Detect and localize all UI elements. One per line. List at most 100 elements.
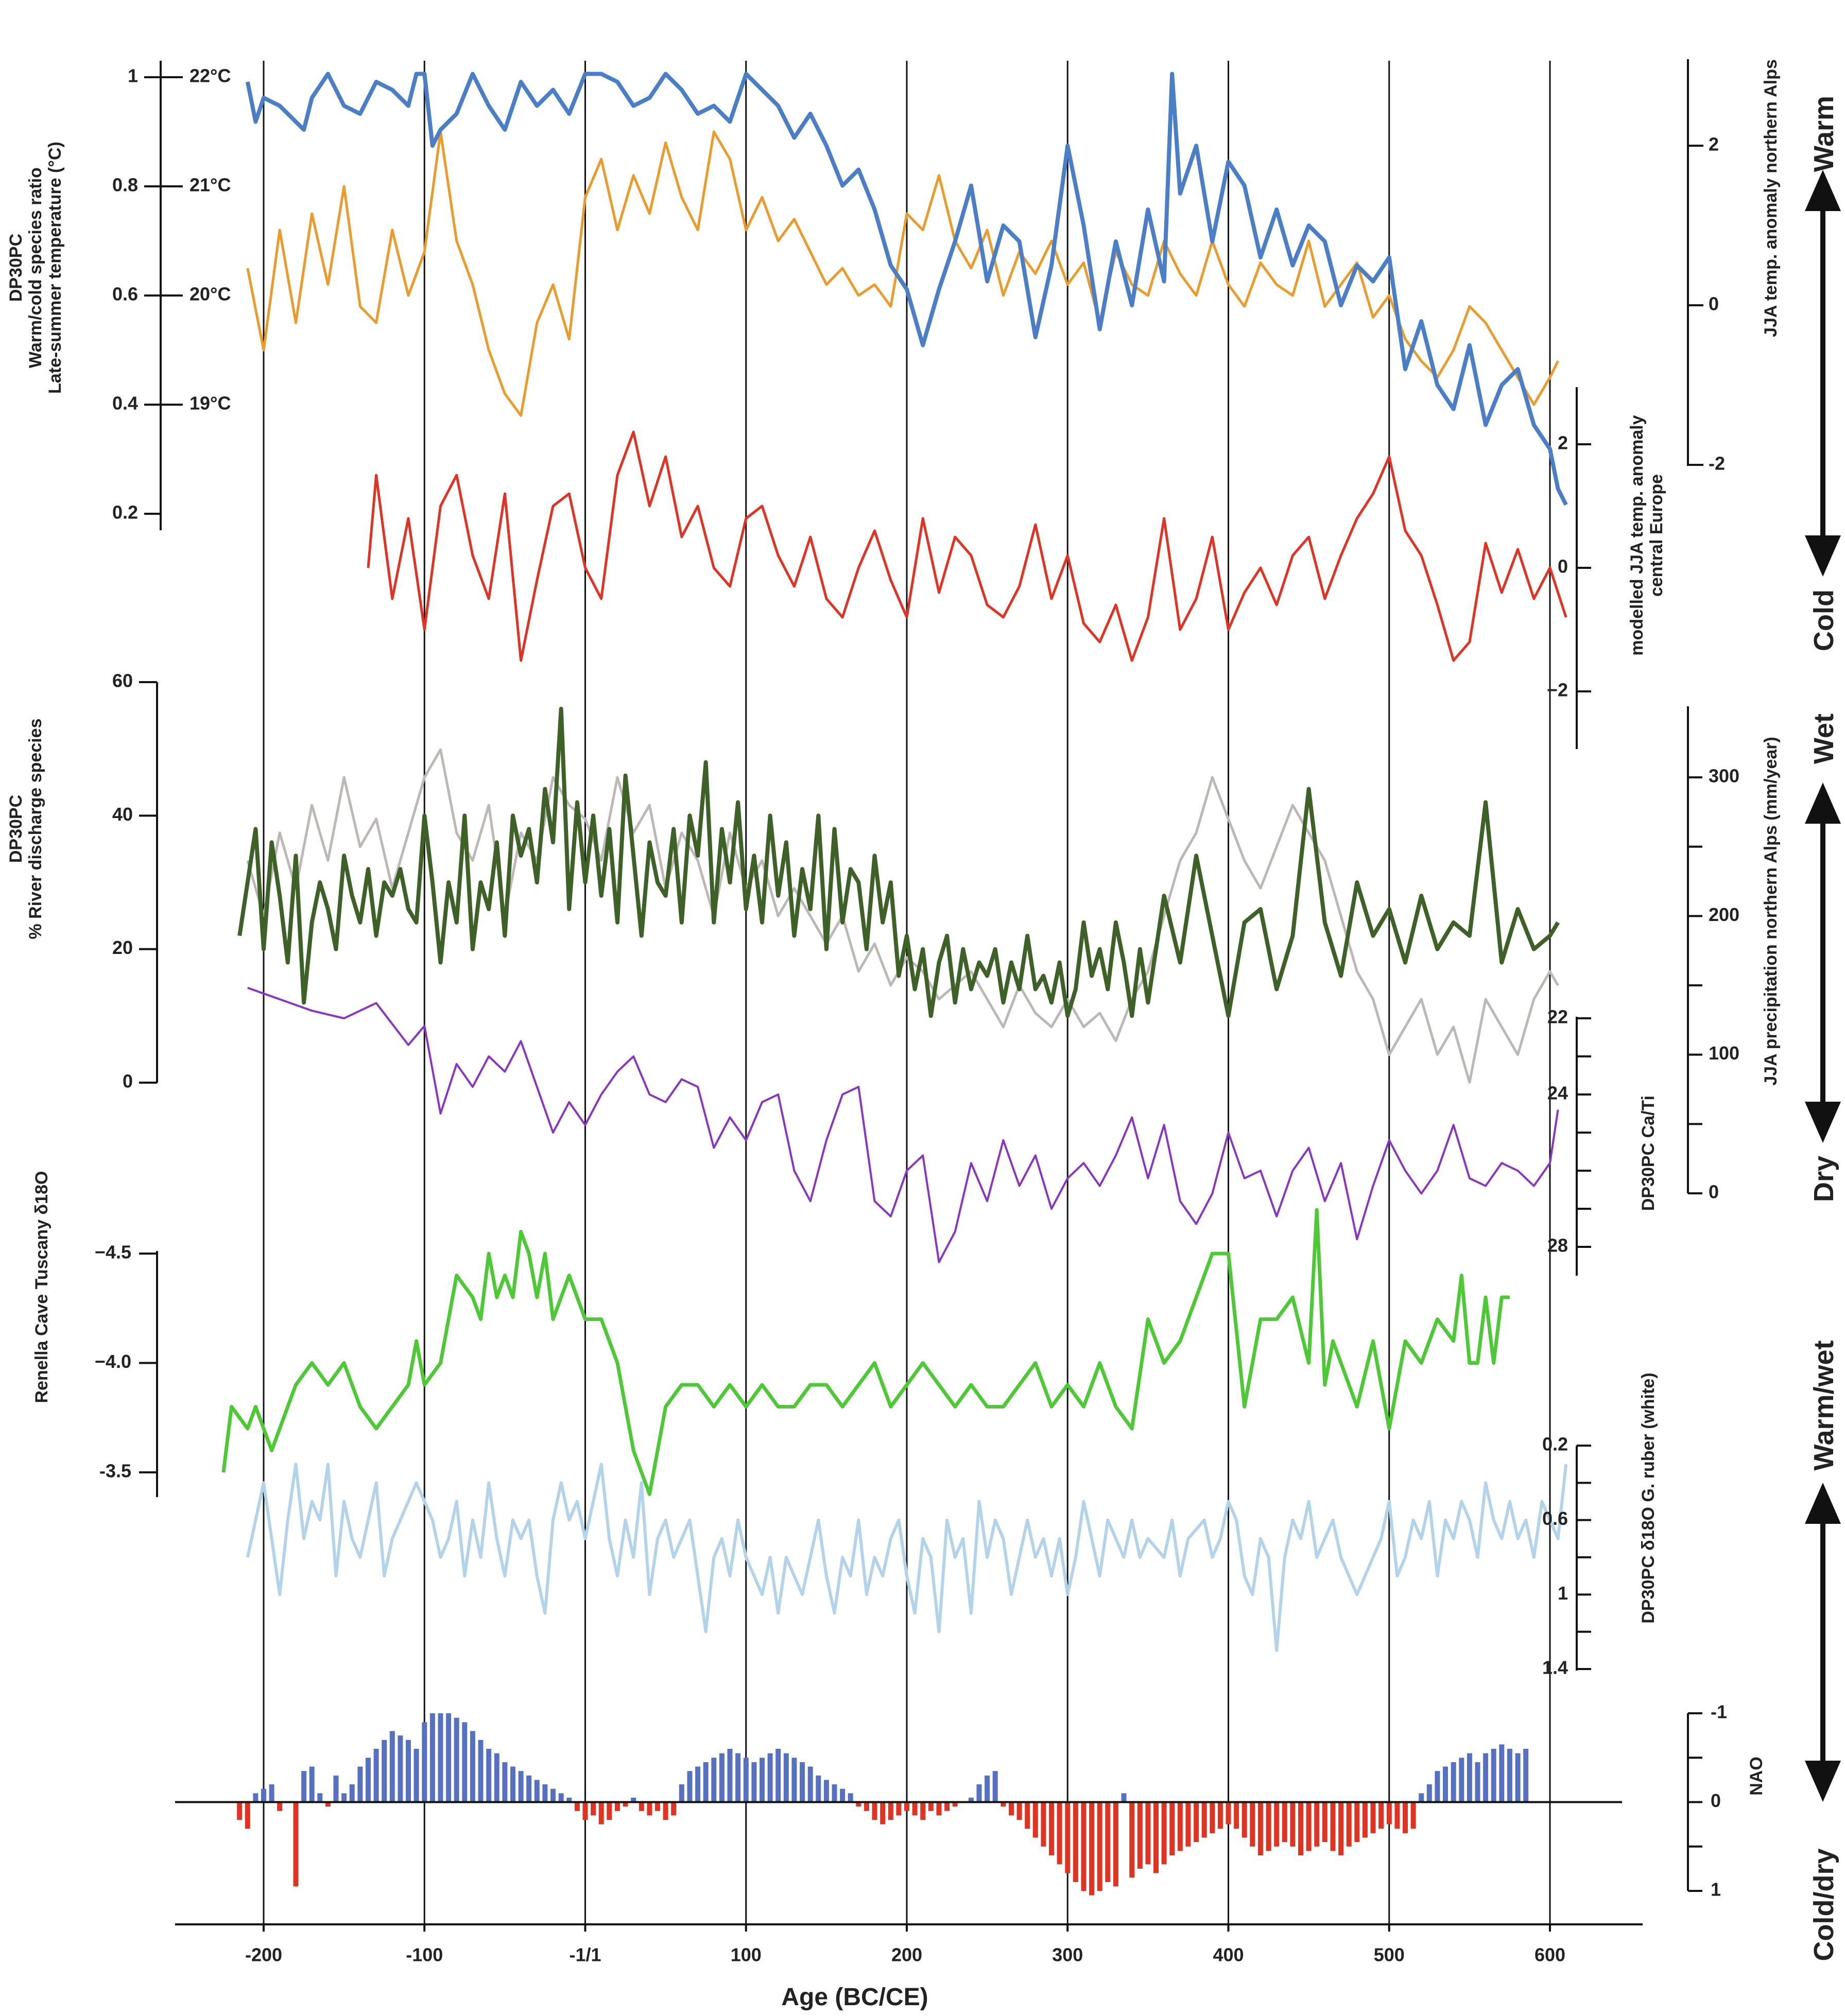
nao-bar [1362, 1802, 1368, 1838]
nao-bar [1201, 1802, 1207, 1838]
nao-bar [1185, 1802, 1191, 1847]
river-tick-label: 60 [112, 670, 133, 691]
nao-bar [1137, 1802, 1143, 1869]
cati-tick-label: 24 [1547, 1083, 1568, 1104]
nao-bar [647, 1802, 652, 1816]
warm-label: Warm [1808, 96, 1839, 172]
nao-bar [1145, 1802, 1151, 1865]
nao-bar [912, 1802, 918, 1816]
celsius-tick-label: 20°C [189, 284, 231, 305]
renella-tick-label: −4.5 [95, 1242, 131, 1263]
nao-bar [1451, 1762, 1456, 1802]
model-temp-tick-label: 2 [1558, 432, 1568, 454]
river-discharge-line [237, 706, 1560, 1018]
age-tick-label: -100 [406, 1944, 443, 1966]
renella-d18o-line [221, 1208, 1510, 1496]
warm-wet-label: Warm/wet [1808, 1340, 1839, 1470]
age-tick-label: 600 [1534, 1944, 1565, 1966]
nao-bar [695, 1766, 701, 1802]
nao-bar [655, 1802, 660, 1811]
nao-bar [502, 1762, 508, 1802]
renella-tick-label: -3.5 [99, 1461, 131, 1482]
dry-label: Dry [1808, 1156, 1839, 1202]
nao-bar [1426, 1784, 1432, 1802]
nao-bar [1378, 1802, 1384, 1829]
nao-bar [558, 1793, 564, 1802]
precip-tick-label: 200 [1709, 904, 1739, 925]
nao-bar [1105, 1802, 1111, 1882]
nao-bar [985, 1775, 990, 1802]
left-top-title-2: Warm/cold species ratio [26, 167, 45, 368]
warmwet-colddry-indicator: Warm/wet Cold/dry [1805, 1340, 1841, 1961]
nao-bar [936, 1802, 942, 1816]
nao-bar [542, 1784, 548, 1802]
warm-wet-arrow-head [1805, 1483, 1841, 1524]
nao-bar [1121, 1793, 1127, 1802]
nao-bar [711, 1758, 717, 1802]
nao-bar [856, 1802, 861, 1807]
right-cati-title: DP30PC Ca/Ti [1639, 1096, 1658, 1211]
nao-bar [1210, 1802, 1215, 1833]
nao-bar [1354, 1802, 1360, 1843]
ruber-tick-label: 1 [1558, 1583, 1568, 1604]
nao-bar [727, 1749, 733, 1802]
nao-bar [1435, 1771, 1440, 1802]
nao-bar [1346, 1802, 1352, 1847]
nao-bar [1306, 1802, 1312, 1851]
nao-bar [1016, 1802, 1022, 1820]
nao-bar [1491, 1749, 1496, 1802]
nao-bar [382, 1740, 387, 1802]
dry-arrow-head [1805, 1102, 1841, 1143]
nao-bar [1217, 1802, 1223, 1829]
nao-bar [928, 1802, 934, 1811]
nao-bar [1089, 1802, 1095, 1896]
ratio-tick-label: 0.4 [112, 393, 138, 414]
nao-bar [1523, 1749, 1529, 1802]
ruber-d18o-line [246, 1463, 1568, 1652]
nao-tick-label: -1 [1711, 1701, 1727, 1723]
warm-cold-indicator: Warm Cold [1805, 96, 1841, 651]
nao-bar [767, 1753, 773, 1802]
nao-bar [1153, 1802, 1159, 1873]
left-top-title-3: Late-summer temperature (°C) [45, 142, 65, 394]
nao-bar [1475, 1762, 1480, 1802]
nao-bar [1242, 1802, 1247, 1838]
nao-bar [582, 1802, 588, 1820]
right-alps-temp-title: JJA temp. anomaly northern Alps [1761, 59, 1781, 337]
nao-bar [848, 1793, 853, 1802]
right-ruber-title: DP30PC δ18O G. ruber (white) [1639, 1372, 1658, 1623]
nao-bar [333, 1775, 339, 1802]
nao-bar [976, 1784, 982, 1802]
nao-bar [494, 1753, 499, 1802]
river-tick-label: 20 [112, 937, 133, 958]
nao-bar [1298, 1802, 1303, 1855]
x-axis-title: Age (BC/CE) [781, 1984, 928, 2011]
nao-bar [1226, 1802, 1231, 1824]
nao-bar [293, 1802, 299, 1887]
renella-title: Renella Cave Tuscany δ18O [32, 1171, 51, 1403]
nao-bar [534, 1780, 540, 1802]
age-tick-label: 400 [1213, 1944, 1244, 1966]
nao-bar [398, 1735, 403, 1802]
nao-bar [1403, 1802, 1408, 1833]
nao-bar [462, 1722, 468, 1802]
nao-bar [1257, 1802, 1263, 1855]
nao-bar [454, 1717, 459, 1802]
alps-temp-tick-label: -2 [1709, 453, 1725, 474]
warm-cold-ratio-line [246, 130, 1559, 417]
nao-bar [1274, 1802, 1280, 1847]
nao-bar [607, 1802, 612, 1820]
nao-bar [470, 1731, 475, 1802]
left-mid-title-2: % River discharge species [26, 718, 45, 939]
nao-bar [783, 1753, 789, 1802]
nao-bar [816, 1775, 821, 1802]
nao-bar [1177, 1802, 1183, 1851]
nao-bar [1394, 1802, 1400, 1829]
nao-bar [526, 1775, 532, 1802]
precip-tick-label: 300 [1709, 766, 1739, 787]
nao-bar [1322, 1802, 1327, 1843]
nao-bar [760, 1758, 765, 1802]
model-temp-tick-label: 0 [1558, 556, 1568, 577]
nao-bar [325, 1802, 331, 1807]
left-top-title-1: DP30PC [6, 234, 26, 302]
